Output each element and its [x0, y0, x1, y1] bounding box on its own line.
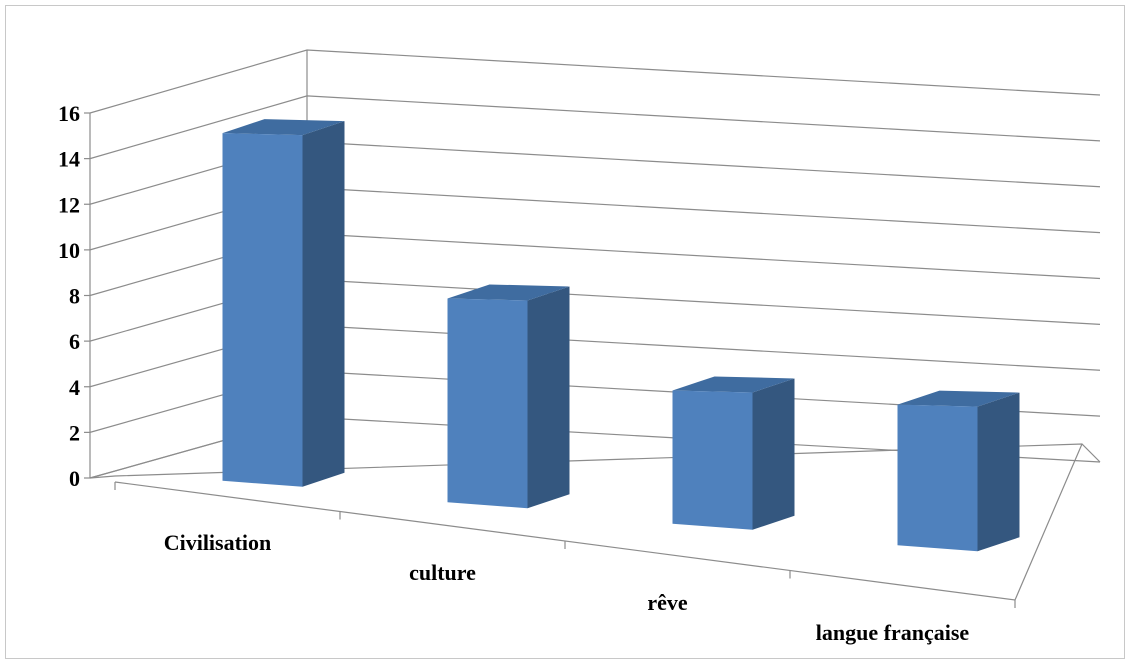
y-tick-label: 4 [69, 375, 80, 400]
x-category-label: Civilisation [164, 530, 272, 555]
y-tick-labels: 0 2 4 6 8 10 12 14 16 [58, 101, 80, 491]
y-tick-label: 8 [69, 284, 80, 309]
bar-top [897, 390, 1020, 407]
bar-side [302, 121, 345, 487]
bar-front [672, 390, 753, 530]
x-category-label: culture [409, 560, 476, 585]
bar-top [447, 284, 570, 301]
bar-front [897, 404, 978, 552]
y-tick-label: 10 [58, 238, 80, 263]
y-tick-label: 6 [69, 329, 80, 354]
category-labels: Civilisation culture rêve langue française [164, 530, 970, 645]
gridline-16 [89, 49, 1101, 114]
y-tick-label: 12 [58, 192, 80, 217]
bar-civilisation [222, 119, 345, 487]
y-tick-label: 0 [69, 466, 80, 491]
bar-side [527, 286, 570, 509]
bar-langue-française [897, 390, 1020, 552]
bar-front [447, 298, 528, 509]
bar-culture [447, 284, 570, 509]
x-category-label: langue française [816, 620, 970, 645]
bar-top [222, 119, 345, 136]
bar-front [222, 133, 303, 487]
bars [222, 119, 1020, 552]
y-tick-label: 16 [58, 101, 80, 126]
bar-side [977, 392, 1020, 552]
y-tick-label: 14 [58, 147, 80, 172]
bar-side [752, 378, 795, 530]
bar-top [672, 376, 795, 393]
floor-front-edge [89, 443, 1101, 479]
x-category-label: rêve [647, 590, 688, 615]
y-tick-label: 2 [69, 420, 80, 445]
bar-rêve [672, 376, 795, 530]
